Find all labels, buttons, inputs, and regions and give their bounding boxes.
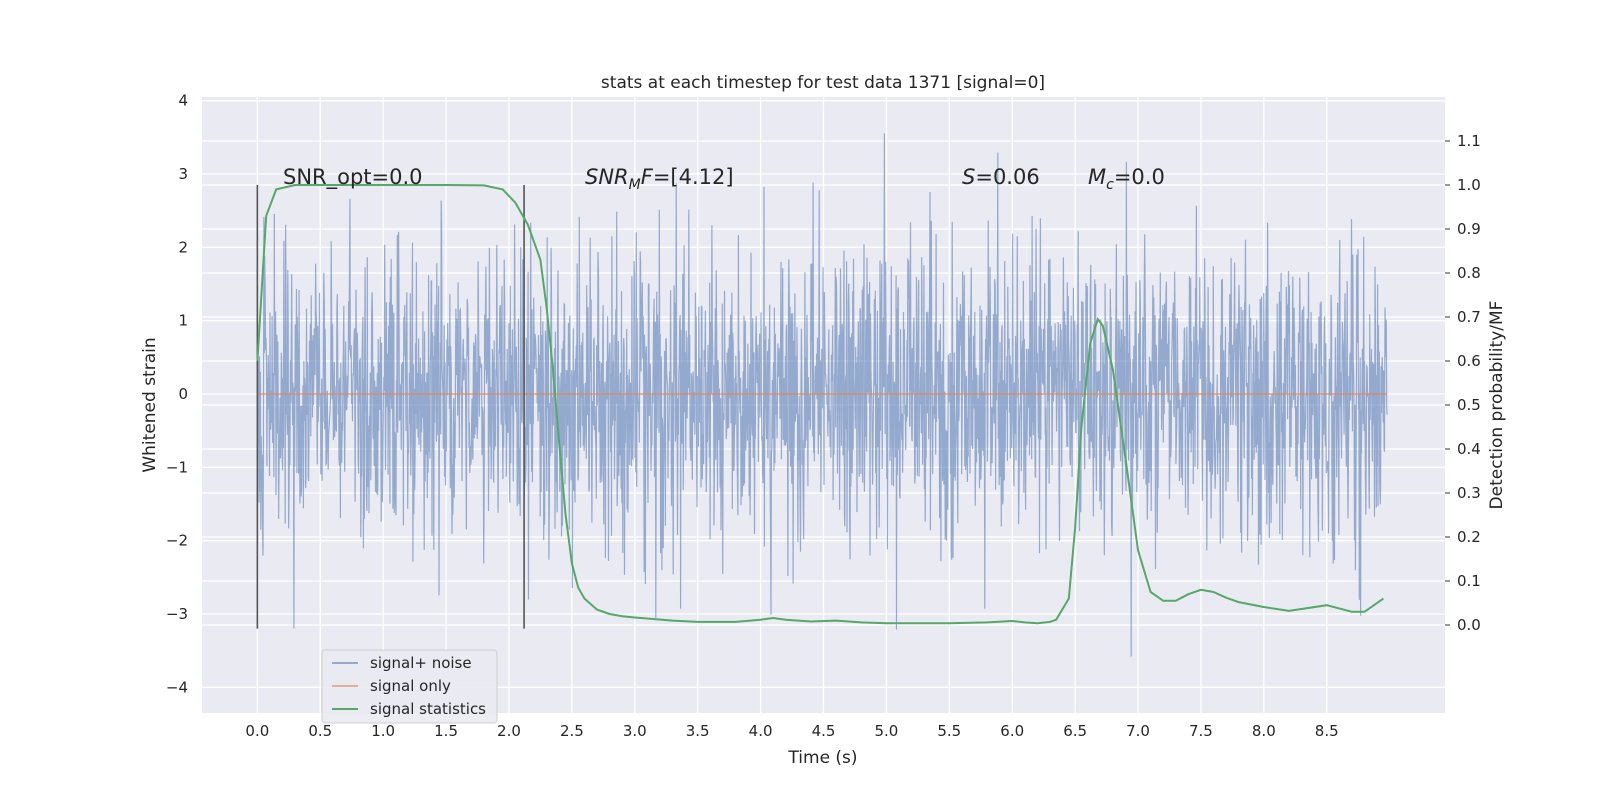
y-left-tick-label-2: −2 xyxy=(166,532,188,550)
x-tick-label-5: 2.5 xyxy=(560,722,584,740)
legend-box xyxy=(321,649,498,724)
y-left-tick-label-4: 0 xyxy=(178,385,188,403)
series-signal-noise xyxy=(256,133,1388,657)
y-left-tick-label-5: 1 xyxy=(178,312,188,330)
x-tick-label-12: 6.0 xyxy=(1000,722,1024,740)
vertical-lines xyxy=(256,185,525,629)
legend: signal+ noise signal only signal statist… xyxy=(321,649,498,724)
y-left-tick-label-6: 2 xyxy=(178,238,188,256)
x-tick-label-17: 8.5 xyxy=(1315,722,1339,740)
signal-noise-line xyxy=(256,133,1388,657)
y-right-tick-label-2: 0.2 xyxy=(1457,528,1481,546)
y-right-tick-label-11: 1.1 xyxy=(1457,132,1481,150)
annotation-s-stat: S=0.06 xyxy=(962,165,1040,189)
x-tick-label-9: 4.5 xyxy=(812,722,836,740)
x-tick-label-7: 3.5 xyxy=(686,722,710,740)
annotation-snr-mf: SNRMF=[4.12] xyxy=(585,165,734,193)
x-tick-label-11: 5.5 xyxy=(937,722,961,740)
x-axis-label: Time (s) xyxy=(787,748,857,768)
annotation-mc: Mc=0.0 xyxy=(1088,165,1165,193)
y-right-tick-label-10: 1.0 xyxy=(1457,176,1481,194)
y-left-tick-label-7: 3 xyxy=(178,165,188,183)
y-right-tick-label-6: 0.6 xyxy=(1457,352,1481,370)
legend-label-signal-statistics: signal statistics xyxy=(370,700,486,718)
x-tick-label-6: 3.0 xyxy=(623,722,647,740)
y-right-tick-labels: 0.0 0.1 0.2 0.3 0.4 0.5 0.6 0.7 0.8 0.9 1.0 1.1 xyxy=(1445,132,1481,634)
y-axis-label-left: Whitened strain xyxy=(140,337,160,472)
legend-label-signal-only: signal only xyxy=(370,677,451,695)
y-left-tick-label-8: 4 xyxy=(178,92,188,110)
x-tick-label-0: 0.0 xyxy=(245,722,269,740)
x-tick-label-3: 1.5 xyxy=(434,722,458,740)
y-left-tick-label-1: −3 xyxy=(166,605,188,623)
y-right-tick-label-1: 0.1 xyxy=(1457,572,1481,590)
y-right-tick-label-5: 0.5 xyxy=(1457,396,1481,414)
series-signal-statistics xyxy=(256,184,1384,625)
x-tick-label-13: 6.5 xyxy=(1063,722,1087,740)
x-tick-labels: 0.0 0.5 1.0 1.5 2.0 2.5 3.0 3.5 4.0 4.5 5.0 5.5 6.0 6… xyxy=(245,722,1338,740)
y-right-tick-label-7: 0.7 xyxy=(1457,308,1481,326)
x-tick-label-14: 7.0 xyxy=(1126,722,1150,740)
y-right-tick-label-8: 0.8 xyxy=(1457,264,1481,282)
signal-statistics-line xyxy=(256,184,1384,625)
chart-title: stats at each timestep for test data 137… xyxy=(601,73,1045,93)
y-right-tick-label-0: 0.0 xyxy=(1457,616,1481,634)
x-tick-label-1: 0.5 xyxy=(308,722,332,740)
x-tick-label-2: 1.0 xyxy=(371,722,395,740)
x-tick-label-4: 2.0 xyxy=(497,722,521,740)
legend-label-signal-noise: signal+ noise xyxy=(370,654,472,672)
y-right-tick-label-4: 0.4 xyxy=(1457,440,1481,458)
x-tick-label-16: 8.0 xyxy=(1252,722,1276,740)
y-axis-label-right: Detection probability/MF xyxy=(1487,301,1507,510)
x-tick-label-10: 5.0 xyxy=(874,722,898,740)
x-tick-label-8: 4.0 xyxy=(749,722,773,740)
y-left-tick-label-3: −1 xyxy=(166,458,188,476)
x-tick-label-15: 7.5 xyxy=(1189,722,1213,740)
y-left-tick-labels: −4 −3 −2 −1 0 1 2 3 4 xyxy=(166,92,188,697)
y-right-tick-label-9: 0.9 xyxy=(1457,220,1481,238)
y-left-tick-label-0: −4 xyxy=(166,678,188,696)
y-right-tick-label-3: 0.3 xyxy=(1457,484,1481,502)
annotation-snr-opt: SNR_opt=0.0 xyxy=(283,165,423,190)
